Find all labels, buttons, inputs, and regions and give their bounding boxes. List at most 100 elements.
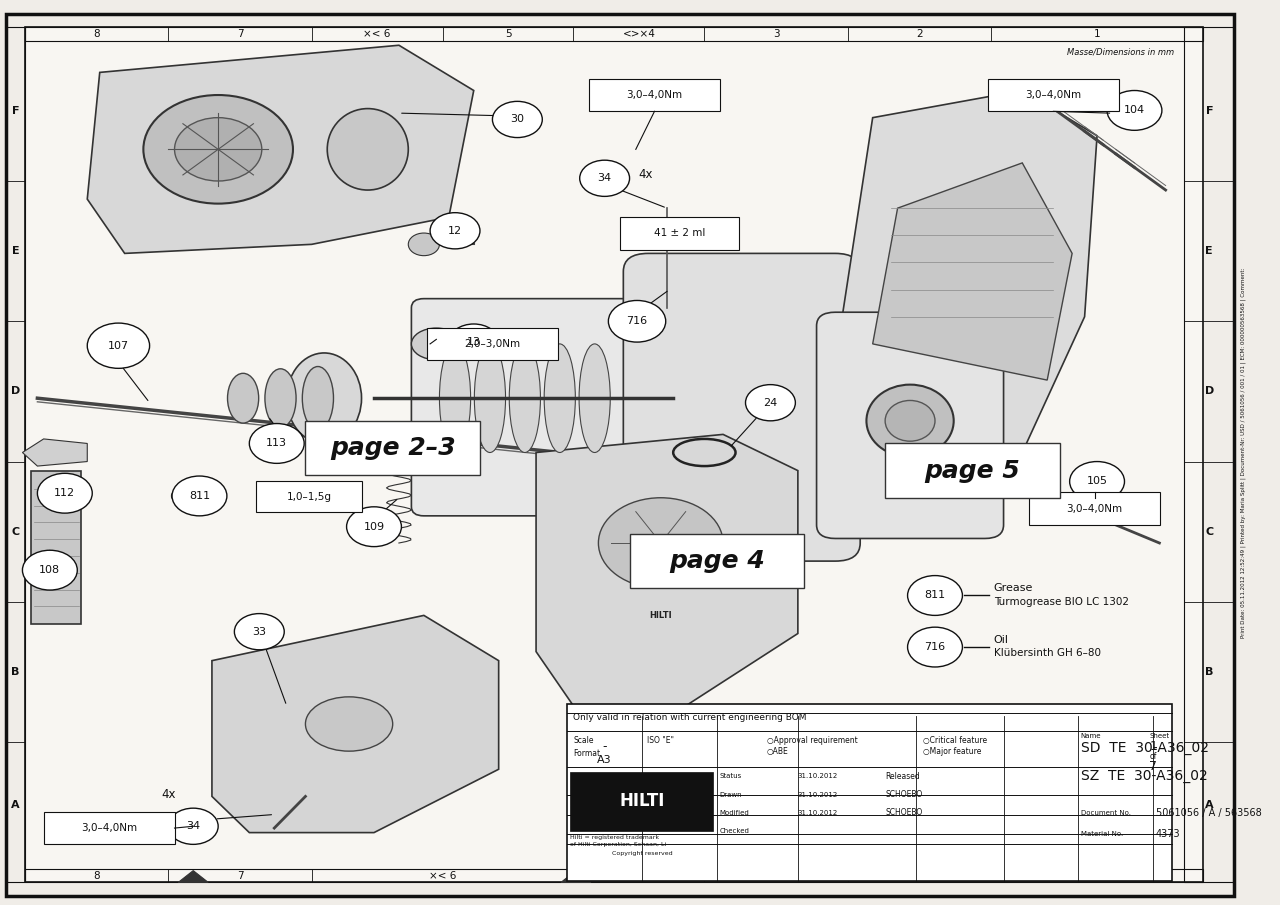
Text: 3,0–4,0Nm: 3,0–4,0Nm bbox=[1066, 503, 1123, 514]
Text: 3: 3 bbox=[773, 29, 780, 39]
Ellipse shape bbox=[174, 118, 262, 181]
Text: SCHOEBO: SCHOEBO bbox=[886, 808, 923, 817]
Text: HILTI: HILTI bbox=[649, 611, 672, 620]
Text: 3,0–4,0Nm: 3,0–4,0Nm bbox=[82, 823, 138, 834]
Text: Masse/Dimensions in mm: Masse/Dimensions in mm bbox=[1068, 47, 1174, 56]
Polygon shape bbox=[178, 871, 209, 882]
Polygon shape bbox=[536, 434, 797, 706]
Text: ×< 6: ×< 6 bbox=[429, 871, 456, 881]
Text: Turmogrease BIO LC 1302: Turmogrease BIO LC 1302 bbox=[993, 596, 1129, 607]
Polygon shape bbox=[31, 471, 81, 624]
Text: Modified: Modified bbox=[719, 810, 749, 815]
Text: 108: 108 bbox=[40, 565, 60, 576]
Text: 41 ± 2 ml: 41 ± 2 ml bbox=[654, 228, 705, 239]
Text: Grease: Grease bbox=[993, 583, 1033, 594]
Text: 3,0–4,0Nm: 3,0–4,0Nm bbox=[1025, 90, 1082, 100]
Text: SZ  TE  30-A36_02: SZ TE 30-A36_02 bbox=[1080, 769, 1207, 784]
Text: 7: 7 bbox=[237, 871, 243, 881]
FancyBboxPatch shape bbox=[630, 534, 804, 588]
FancyBboxPatch shape bbox=[621, 217, 739, 250]
Text: ○ABE: ○ABE bbox=[767, 747, 788, 756]
Text: page 2–3: page 2–3 bbox=[330, 436, 456, 460]
FancyBboxPatch shape bbox=[24, 27, 1203, 882]
FancyBboxPatch shape bbox=[589, 79, 719, 111]
Text: 7: 7 bbox=[237, 29, 243, 39]
Circle shape bbox=[745, 385, 795, 421]
Text: Checked: Checked bbox=[719, 828, 749, 834]
Text: 2,0–3,0Nm: 2,0–3,0Nm bbox=[465, 338, 521, 349]
Ellipse shape bbox=[886, 400, 934, 442]
Text: -: - bbox=[603, 740, 607, 753]
Ellipse shape bbox=[287, 353, 361, 443]
Text: Klübersinth GH 6–80: Klübersinth GH 6–80 bbox=[993, 648, 1101, 659]
Text: E: E bbox=[1206, 246, 1213, 256]
FancyBboxPatch shape bbox=[411, 299, 660, 516]
Text: 7: 7 bbox=[1149, 760, 1157, 773]
Text: 30: 30 bbox=[511, 114, 525, 125]
Text: page 5: page 5 bbox=[924, 459, 1020, 482]
FancyBboxPatch shape bbox=[567, 704, 1172, 881]
Text: 3,0–4,0Nm: 3,0–4,0Nm bbox=[626, 90, 682, 100]
Text: 1,0–1,5g: 1,0–1,5g bbox=[287, 491, 332, 502]
Ellipse shape bbox=[408, 233, 439, 255]
FancyBboxPatch shape bbox=[1029, 492, 1160, 525]
Text: D: D bbox=[1204, 386, 1213, 396]
FancyBboxPatch shape bbox=[623, 253, 860, 561]
Circle shape bbox=[87, 323, 150, 368]
Text: 34: 34 bbox=[598, 173, 612, 184]
Ellipse shape bbox=[579, 344, 611, 452]
Text: 4x: 4x bbox=[161, 788, 175, 801]
FancyBboxPatch shape bbox=[428, 328, 558, 360]
Ellipse shape bbox=[867, 385, 954, 457]
Text: F: F bbox=[1206, 106, 1213, 116]
Text: Released: Released bbox=[886, 772, 920, 781]
Text: 8: 8 bbox=[93, 871, 100, 881]
Text: 5: 5 bbox=[504, 29, 511, 39]
Ellipse shape bbox=[172, 489, 191, 503]
Text: 31.10.2012: 31.10.2012 bbox=[797, 774, 838, 779]
Polygon shape bbox=[873, 163, 1073, 380]
Text: ISO "E": ISO "E" bbox=[648, 736, 675, 745]
Text: Print Date: 05.11.2012 12:52:49 | Printed by: Maria Splitt | Document-Nr: USD / : Print Date: 05.11.2012 12:52:49 | Printe… bbox=[1240, 267, 1245, 638]
Text: Hilti = registered trademark
of Hilti Corporation, Schaan, Li: Hilti = registered trademark of Hilti Co… bbox=[570, 835, 666, 847]
Text: 31.10.2012: 31.10.2012 bbox=[797, 810, 838, 815]
Text: 4373: 4373 bbox=[1156, 828, 1180, 839]
Ellipse shape bbox=[439, 344, 471, 452]
Text: Sheet: Sheet bbox=[1149, 733, 1170, 738]
Text: 112: 112 bbox=[54, 488, 76, 499]
Text: 31.10.2012: 31.10.2012 bbox=[797, 792, 838, 797]
Text: 811: 811 bbox=[189, 491, 210, 501]
Text: 105: 105 bbox=[1087, 476, 1107, 487]
Circle shape bbox=[347, 507, 402, 547]
Text: 104: 104 bbox=[1124, 105, 1146, 116]
Circle shape bbox=[23, 550, 77, 590]
FancyBboxPatch shape bbox=[45, 812, 175, 844]
Text: C: C bbox=[12, 527, 19, 537]
Text: B: B bbox=[12, 667, 19, 677]
Text: 113: 113 bbox=[266, 438, 287, 449]
Text: ×< 6: ×< 6 bbox=[364, 29, 390, 39]
Text: A3: A3 bbox=[598, 755, 612, 766]
Text: 811: 811 bbox=[924, 590, 946, 601]
Text: 24: 24 bbox=[763, 397, 777, 408]
Ellipse shape bbox=[265, 369, 296, 428]
FancyBboxPatch shape bbox=[886, 443, 1060, 498]
Text: Name: Name bbox=[1080, 733, 1101, 738]
Circle shape bbox=[172, 476, 227, 516]
Ellipse shape bbox=[509, 344, 540, 452]
Ellipse shape bbox=[328, 109, 408, 190]
Text: ○Approval requirement: ○Approval requirement bbox=[767, 736, 858, 745]
Circle shape bbox=[493, 101, 543, 138]
Text: Material No.: Material No. bbox=[1080, 831, 1123, 836]
Text: F: F bbox=[12, 106, 19, 116]
Circle shape bbox=[1107, 90, 1162, 130]
Circle shape bbox=[1070, 462, 1125, 501]
FancyBboxPatch shape bbox=[988, 79, 1119, 111]
Text: 34: 34 bbox=[186, 821, 200, 832]
Text: ATAS: ATAS bbox=[637, 566, 659, 575]
Polygon shape bbox=[87, 45, 474, 253]
Circle shape bbox=[908, 576, 963, 615]
Text: 109: 109 bbox=[364, 521, 384, 532]
Polygon shape bbox=[561, 871, 591, 882]
Text: E: E bbox=[12, 246, 19, 256]
